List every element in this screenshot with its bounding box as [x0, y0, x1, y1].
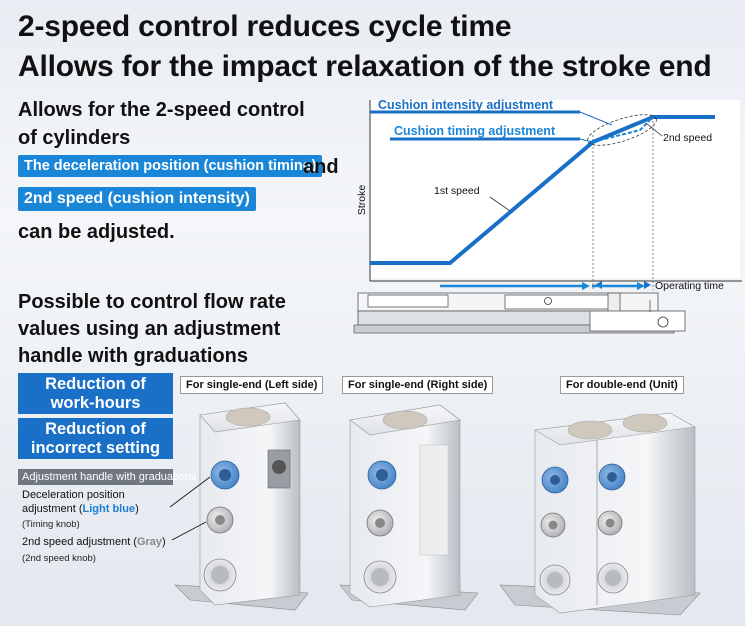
benefit-work-hours-l2: work-hours	[50, 394, 141, 412]
intro-and: and	[303, 156, 339, 178]
benefit-incorrect-setting-l2: incorrect setting	[30, 439, 161, 457]
headline-1: 2-speed control reduces cycle time	[18, 10, 512, 43]
benefit-incorrect-setting-l1: Reduction of	[45, 420, 146, 438]
second-adjust-pre: 2nd speed adjustment (	[22, 536, 137, 548]
flow-line-2: values using an adjustment	[18, 318, 281, 340]
products-illustration	[169, 402, 701, 616]
x-axis-label: Operating time	[655, 280, 724, 292]
decel-adjust-post: )	[135, 503, 139, 515]
cushion-timing-label: Cushion timing adjustment	[394, 124, 556, 138]
second-adjust-post: )	[162, 536, 166, 548]
product-label-right: For single-end (Right side)	[342, 376, 494, 394]
flow-line-1: Possible to control flow rate	[18, 291, 286, 313]
decel-position-label: Deceleration position	[22, 489, 125, 501]
y-axis-label: Stroke	[356, 185, 368, 216]
benefit-incorrect-setting: Reduction of incorrect setting	[18, 418, 173, 459]
product-left-unit	[174, 402, 309, 611]
intro-line-3: can be adjusted.	[18, 221, 175, 243]
timing-knob-label: (Timing knob)	[22, 519, 80, 530]
benefit-work-hours-l1: Reduction of	[45, 375, 146, 393]
cushion-intensity-tag: 2nd speed (cushion intensity)	[18, 187, 256, 211]
second-speed-adjust-label: 2nd speed adjustment (Gray)	[22, 536, 166, 548]
flow-line-3: handle with graduations	[18, 345, 249, 367]
decel-adjust-pre: adjustment (	[22, 503, 83, 515]
cylinder-illustration	[353, 282, 686, 334]
second-speed-knob-label: (2nd speed knob)	[22, 553, 96, 564]
product-label-left: For single-end (Left side)	[180, 376, 324, 394]
product-label-double: For double-end (Unit)	[560, 376, 684, 394]
decel-adjust-label: adjustment (Light blue)	[22, 503, 139, 515]
first-speed-label: 1st speed	[434, 185, 480, 197]
intro-line-2: of cylinders	[18, 127, 131, 149]
intro-line-1: Allows for the 2-speed control	[18, 99, 305, 121]
handle-graduations-bar: Adjustment handle with graduations	[18, 469, 196, 485]
benefit-work-hours: Reduction of work-hours	[18, 373, 173, 414]
graph-plot-area	[370, 100, 740, 278]
second-speed-label: 2nd speed	[663, 132, 712, 144]
stroke-time-diagram: Cushion intensity adjustment Cushion tim…	[356, 98, 742, 292]
headline-2: Allows for the impact relaxation of the …	[18, 50, 712, 83]
second-color: Gray	[136, 536, 163, 548]
cushion-zone-ellipse	[587, 114, 657, 146]
product-double-unit	[499, 412, 701, 616]
cushion-intensity-label: Cushion intensity adjustment	[378, 98, 554, 112]
decel-color: Light blue	[82, 503, 136, 515]
cushion-timing-tag: The deceleration position (cushion timin…	[18, 155, 323, 177]
product-right-unit	[339, 404, 479, 611]
